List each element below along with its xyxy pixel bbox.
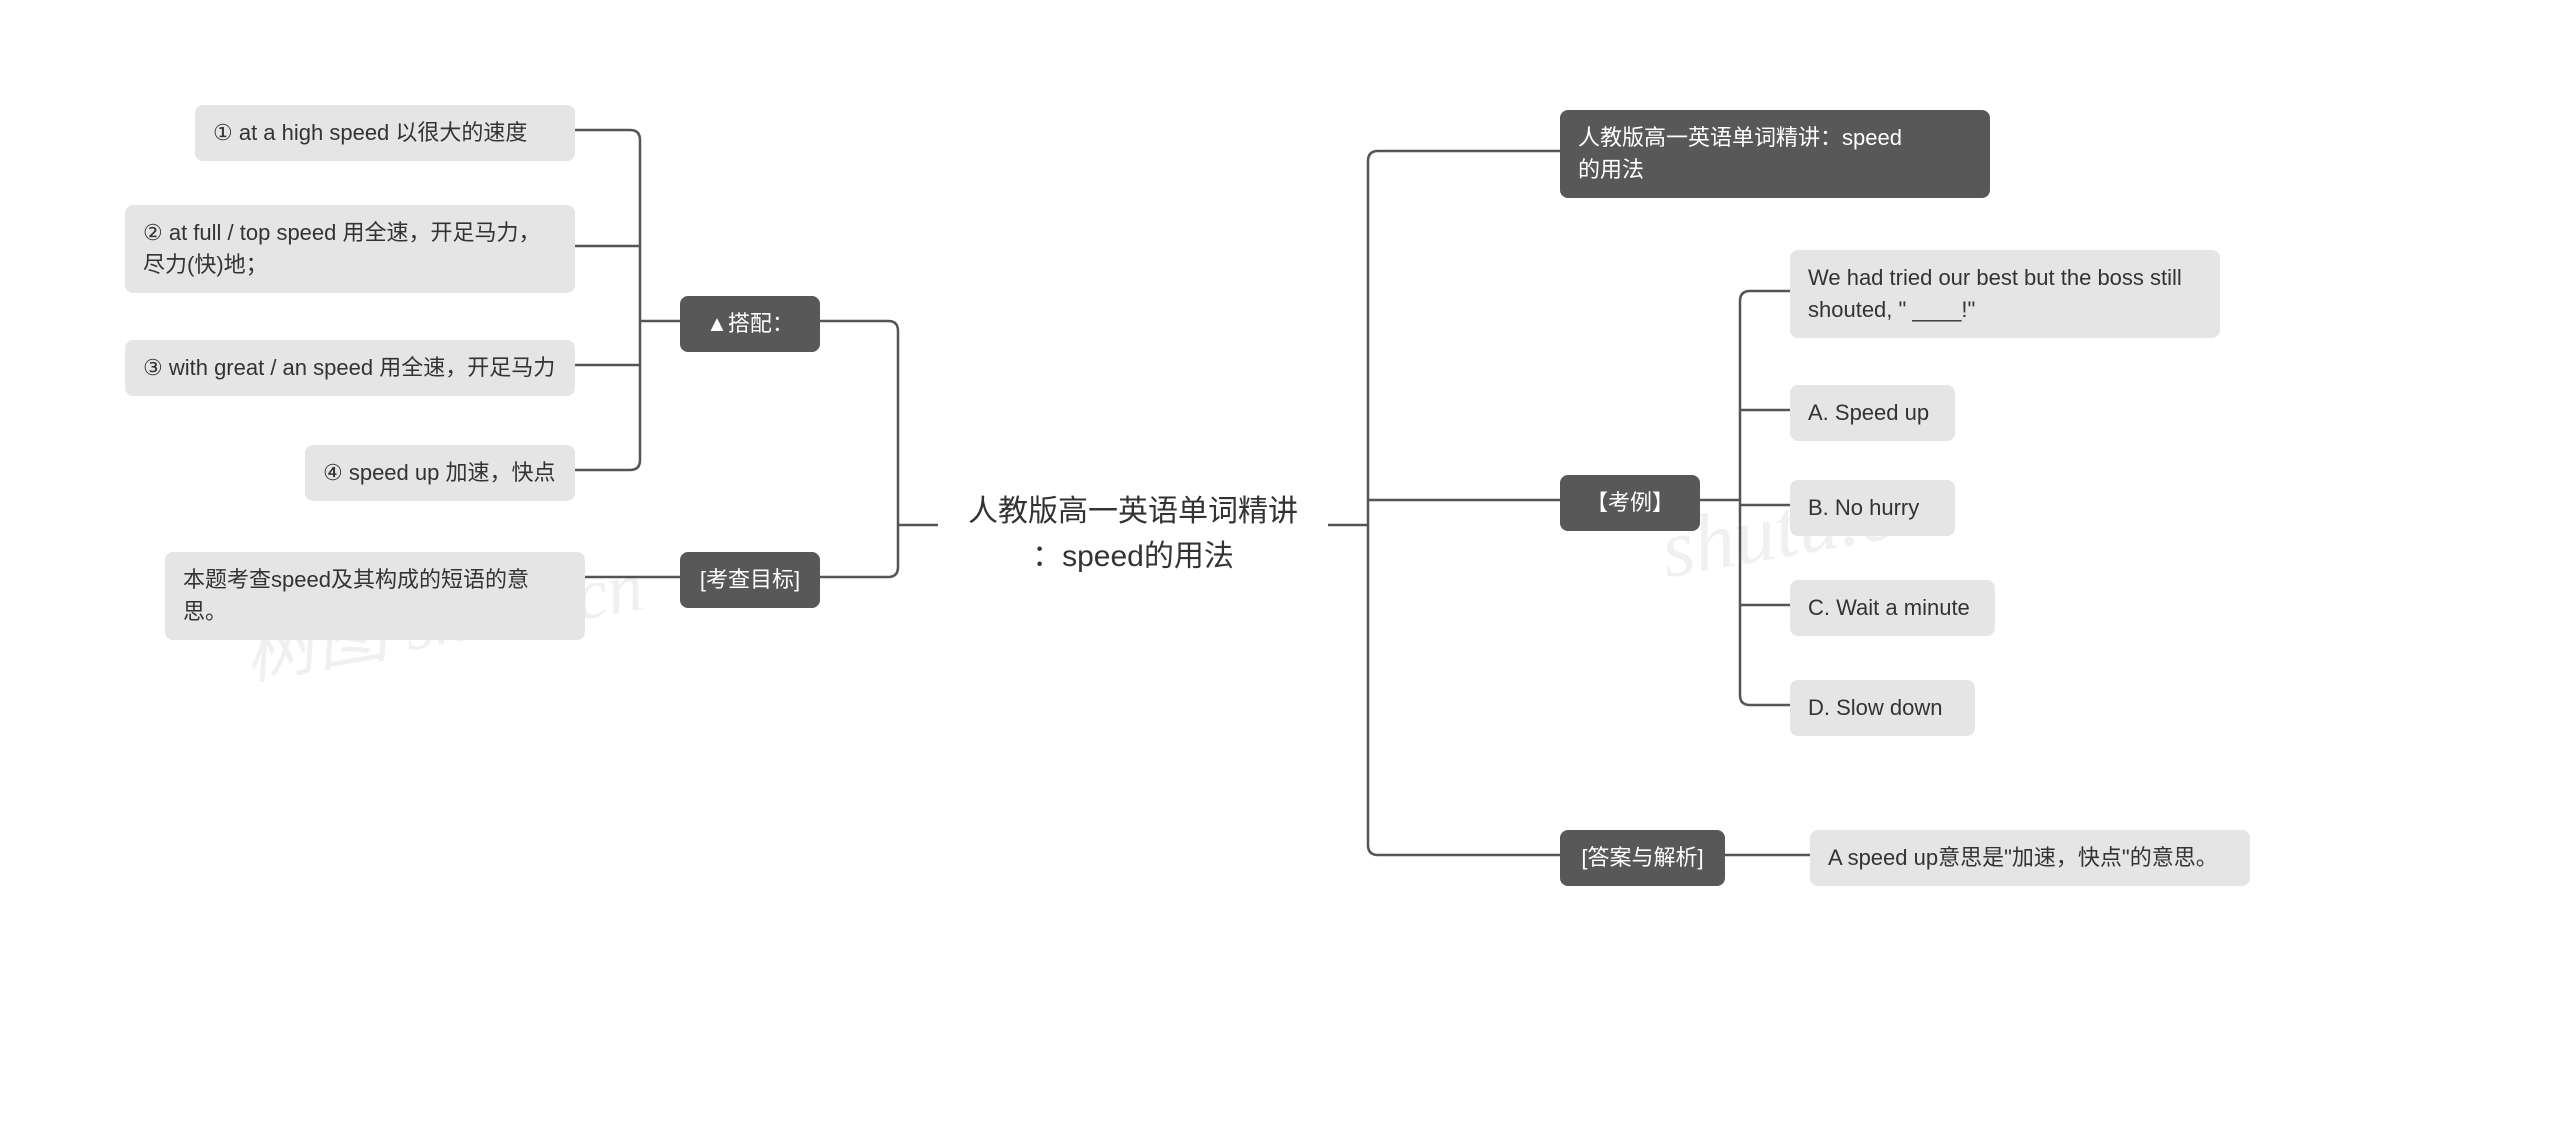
answer-text: A speed up意思是"加速，快点"的意思。 xyxy=(1810,830,2250,886)
example-option-d: D. Slow down xyxy=(1790,680,1975,736)
target-label: [考查目标] xyxy=(680,552,820,608)
center-node: 人教版高一英语单词精讲 ：speed的用法 xyxy=(938,475,1328,593)
example-option-b: B. No hurry xyxy=(1790,480,1955,536)
target-text: 本题考查speed及其构成的短语的意思。 xyxy=(165,552,585,640)
collocation-item-4: ④ speed up 加速，快点 xyxy=(305,445,575,501)
collocation-label: ▲搭配： xyxy=(680,296,820,352)
center-line2: ：speed的用法 xyxy=(1032,540,1234,573)
collocation-item-2: ② at full / top speed 用全速，开足马力，尽力(快)地； xyxy=(125,205,575,293)
example-option-a: A. Speed up xyxy=(1790,385,1955,441)
collocation-item-1: ① at a high speed 以很大的速度 xyxy=(195,105,575,161)
example-label: 【考例】 xyxy=(1560,475,1700,531)
right-title: 人教版高一英语单词精讲：speed 的用法 xyxy=(1560,110,1990,198)
answer-label: [答案与解析] xyxy=(1560,830,1725,886)
center-line1: 人教版高一英语单词精讲 xyxy=(968,495,1298,528)
example-question: We had tried our best but the boss still… xyxy=(1790,250,2220,338)
collocation-item-3: ③ with great / an speed 用全速，开足马力 xyxy=(125,340,575,396)
example-option-c: C. Wait a minute xyxy=(1790,580,1995,636)
